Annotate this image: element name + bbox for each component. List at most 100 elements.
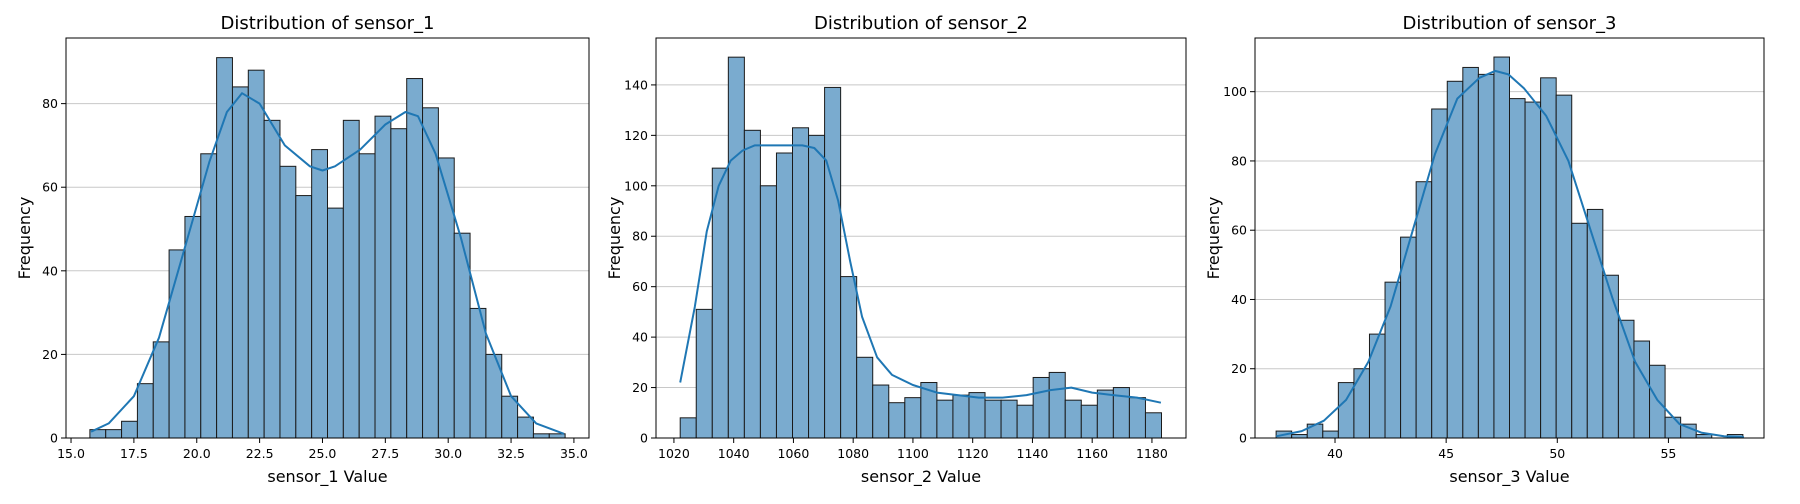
x-tick-label: 1040 bbox=[718, 446, 750, 461]
x-tick-label: 1100 bbox=[897, 446, 929, 461]
x-axis-label: sensor_2 Value bbox=[861, 467, 981, 487]
histogram-bar bbox=[216, 57, 233, 439]
x-tick-label: 27.5 bbox=[371, 446, 399, 461]
y-tick-label: 0 bbox=[1239, 431, 1247, 446]
histogram-bar bbox=[888, 402, 906, 439]
y-axis-label: Frequency bbox=[15, 197, 34, 280]
x-tick-label: 32.5 bbox=[497, 446, 525, 461]
histogram-bar bbox=[311, 149, 329, 439]
histogram-bar bbox=[342, 119, 360, 439]
histogram-bar bbox=[374, 115, 392, 439]
histogram-bar bbox=[1633, 340, 1651, 439]
histogram-bar bbox=[247, 69, 265, 439]
histogram-bar bbox=[1649, 364, 1666, 439]
histogram-bar bbox=[517, 416, 534, 439]
histogram-bar bbox=[824, 86, 842, 439]
y-tick-label: 40 bbox=[42, 263, 58, 278]
histogram-bar bbox=[1306, 423, 1324, 439]
x-tick-label: 30.0 bbox=[434, 446, 462, 461]
histogram-bar bbox=[1032, 376, 1050, 439]
histogram-bar bbox=[263, 119, 281, 439]
histogram-bar bbox=[1462, 66, 1479, 439]
histogram-bar bbox=[200, 153, 218, 439]
y-tick-label: 140 bbox=[624, 77, 648, 92]
histogram-bar bbox=[872, 384, 890, 439]
histogram-bar bbox=[1322, 430, 1339, 439]
histogram-bar bbox=[1602, 274, 1619, 439]
histogram-bar bbox=[1695, 434, 1713, 439]
histogram-bar bbox=[775, 152, 794, 439]
y-tick-label: 80 bbox=[632, 229, 648, 244]
x-tick-label: 40 bbox=[1327, 446, 1343, 461]
y-tick-label: 40 bbox=[632, 330, 648, 345]
histogram-bar bbox=[1016, 404, 1034, 439]
y-axis-label: Frequency bbox=[1204, 197, 1223, 280]
y-tick-label: 0 bbox=[640, 431, 648, 446]
histogram-bar bbox=[1415, 181, 1433, 439]
histogram-bar bbox=[695, 308, 713, 439]
histogram-bar bbox=[1064, 399, 1082, 439]
y-tick-label: 80 bbox=[42, 96, 58, 111]
histogram-bar bbox=[968, 392, 986, 439]
x-tick-label: 1180 bbox=[1136, 446, 1168, 461]
y-tick-label: 100 bbox=[1223, 84, 1247, 99]
histogram-bar bbox=[152, 341, 170, 439]
histogram-bar bbox=[727, 56, 745, 439]
histogram-bar bbox=[808, 134, 826, 439]
histogram-bar bbox=[679, 417, 697, 439]
histogram-bar bbox=[184, 215, 202, 439]
y-tick-label: 60 bbox=[632, 279, 648, 294]
histogram-bar bbox=[1477, 73, 1495, 439]
x-axis-label: sensor_3 Value bbox=[1449, 467, 1569, 487]
kde-curve bbox=[90, 92, 565, 435]
histogram-bar bbox=[840, 276, 858, 439]
histogram-bar bbox=[1664, 416, 1682, 439]
histogram-bar bbox=[548, 433, 566, 439]
x-tick-label: 35.0 bbox=[560, 446, 588, 461]
y-tick-label: 60 bbox=[1231, 223, 1247, 238]
histogram-bar bbox=[1571, 222, 1588, 439]
histogram-bar bbox=[1128, 397, 1146, 439]
histogram-bar bbox=[390, 128, 408, 439]
x-axis-label: sensor_1 Value bbox=[267, 467, 387, 487]
histogram-bar bbox=[1096, 389, 1114, 439]
histogram-bar bbox=[743, 129, 761, 439]
kde-curve bbox=[1275, 69, 1745, 439]
histogram-bar bbox=[1384, 281, 1402, 439]
histogram-bar bbox=[295, 195, 313, 439]
chart-title: Distribution of sensor_1 bbox=[221, 13, 435, 34]
chart-title: Distribution of sensor_3 bbox=[1403, 13, 1617, 34]
histogram-bar bbox=[759, 185, 777, 439]
histogram-bar bbox=[1509, 98, 1526, 439]
plot-frame bbox=[1254, 37, 1765, 439]
histogram-bar bbox=[279, 165, 297, 439]
histogram-bar bbox=[1524, 101, 1542, 439]
histogram-bar bbox=[1555, 94, 1573, 439]
y-tick-label: 0 bbox=[50, 431, 58, 446]
y-tick-label: 100 bbox=[624, 178, 648, 193]
histogram-bar bbox=[406, 78, 424, 439]
x-tick-label: 25.0 bbox=[309, 446, 337, 461]
histogram-bar bbox=[792, 127, 810, 439]
x-tick-label: 1160 bbox=[1076, 446, 1108, 461]
chart-title: Distribution of sensor_2 bbox=[814, 13, 1028, 34]
chart-panel-2: 1020 1040 1060 1080 1100 1120 1140 1160 1180 0 20 4… bbox=[605, 13, 1187, 487]
histogram-bar bbox=[1291, 434, 1308, 439]
plot-frame bbox=[655, 37, 1187, 439]
x-tick-label: 1060 bbox=[778, 446, 810, 461]
plot-frame bbox=[65, 37, 590, 439]
histogram-bar bbox=[437, 157, 455, 439]
y-tick-label: 20 bbox=[632, 380, 648, 395]
y-tick-label: 20 bbox=[42, 347, 58, 362]
histogram-bar bbox=[1144, 412, 1163, 439]
histogram-bar bbox=[136, 383, 154, 439]
histogram-bar bbox=[231, 86, 249, 439]
histogram-bar bbox=[711, 167, 729, 439]
x-tick-label: 1080 bbox=[837, 446, 869, 461]
x-tick-label: 45 bbox=[1438, 446, 1454, 461]
histogram-bar bbox=[1368, 333, 1386, 439]
y-axis-label: Frequency bbox=[605, 197, 624, 280]
chart-panel-3: 40 45 50 55 0 20 40 60 80 100 Distribution of sens… bbox=[1204, 13, 1765, 487]
